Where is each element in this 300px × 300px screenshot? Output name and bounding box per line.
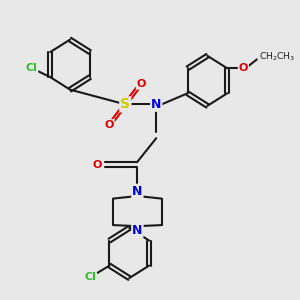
Text: O: O	[239, 63, 248, 73]
Text: O: O	[104, 120, 114, 130]
Text: N: N	[151, 98, 161, 111]
Text: Cl: Cl	[84, 272, 96, 282]
Text: CH$_2$CH$_3$: CH$_2$CH$_3$	[260, 51, 296, 63]
Text: O: O	[92, 160, 102, 170]
Text: N: N	[132, 185, 142, 198]
Text: N: N	[132, 224, 142, 237]
Text: S: S	[120, 98, 130, 111]
Text: O: O	[137, 79, 146, 89]
Text: Cl: Cl	[26, 63, 38, 73]
